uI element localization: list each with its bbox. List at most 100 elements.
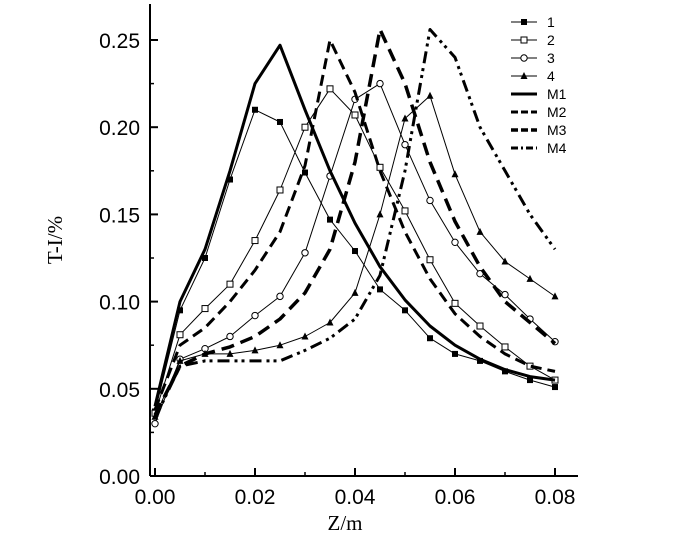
data-point-3: [401, 140, 409, 149]
data-point-4: [526, 274, 534, 282]
data-point-4: [326, 318, 334, 326]
data-point-4: [501, 257, 509, 265]
legend-label: M3: [547, 122, 567, 138]
legend-label: 4: [547, 68, 555, 84]
data-point-1: [452, 350, 458, 357]
data-point-1: [502, 368, 508, 375]
data-point-2: [276, 186, 284, 194]
legend-item-3: 3: [511, 50, 555, 66]
data-point-4: [401, 114, 409, 122]
data-point-4: [426, 91, 434, 99]
legend-item-4: 4: [511, 68, 555, 84]
data-point-1: [202, 255, 208, 261]
data-point-4: [476, 227, 484, 235]
data-point-2: [426, 256, 434, 264]
y-tick-label: 0.00: [99, 466, 140, 489]
data-point-1: [552, 384, 558, 391]
data-point-3: [376, 79, 384, 88]
legend-marker: [521, 19, 527, 25]
legend-label: M1: [547, 86, 567, 102]
data-point-1: [527, 377, 533, 384]
data-point-3: [226, 332, 234, 341]
x-tick-label: 0.04: [335, 486, 376, 509]
data-point-3: [501, 290, 509, 299]
data-point-4: [551, 292, 559, 300]
series-line-4: [154, 95, 556, 417]
legend-label: M2: [547, 104, 567, 120]
legend-marker: [520, 72, 528, 79]
data-point-3: [451, 238, 459, 247]
x-tick-label: 0.08: [535, 486, 576, 509]
legend-item-1: 1: [511, 14, 555, 30]
y-tick-label: 0.20: [99, 117, 140, 140]
legend-item-M2: M2: [511, 104, 567, 120]
data-point-2: [476, 322, 484, 330]
data-point-3: [151, 419, 159, 428]
legend-item-M3: M3: [511, 122, 567, 138]
data-point-3: [426, 196, 434, 205]
series-line-M4: [153, 28, 557, 420]
legend: 1 2 3 4 M1 M2 M3 M4: [511, 14, 567, 156]
legend-label: 2: [547, 32, 555, 48]
legend-label: 3: [547, 50, 555, 66]
plot-area: [151, 27, 559, 428]
data-point-1: [177, 307, 183, 314]
data-point-1: [402, 307, 408, 314]
y-axis-title: T-I/%: [43, 216, 67, 264]
data-point-1: [352, 248, 358, 255]
series-M1: [153, 43, 556, 407]
data-point-4: [351, 288, 359, 296]
data-point-3: [301, 249, 309, 257]
data-point-3: [276, 292, 284, 301]
series-M4: [153, 28, 557, 420]
y-tick-label: 0.10: [99, 292, 140, 315]
data-point-1: [277, 118, 283, 125]
legend-item-2: 2: [511, 32, 555, 48]
axes: 0.00 0.05 0.10 0.15 0.20 0.25 0.00 0.02 0.04 0.06…: [43, 4, 578, 535]
data-point-2: [226, 280, 234, 288]
data-point-4: [251, 346, 259, 354]
data-point-3: [251, 311, 259, 320]
data-point-2: [351, 111, 359, 119]
legend-marker: [520, 36, 528, 44]
series-line-M3: [153, 27, 557, 416]
legend-item-M1: M1: [511, 86, 567, 102]
data-point-4: [176, 356, 184, 364]
legend-label: 1: [547, 14, 555, 30]
legend-label: M4: [547, 140, 567, 156]
data-point-1: [252, 106, 258, 113]
series-line-M2: [153, 38, 556, 411]
data-point-1: [227, 176, 233, 183]
series-line-M1: [153, 43, 556, 407]
data-point-1: [477, 357, 483, 364]
data-point-2: [326, 85, 334, 93]
data-point-4: [451, 170, 459, 178]
data-point-1: [302, 169, 308, 176]
data-point-2: [376, 163, 384, 171]
legend-marker: [520, 54, 528, 62]
x-axis-title: Z/m: [328, 511, 363, 535]
y-tick-label: 0.25: [99, 30, 140, 53]
x-tick-label: 0.06: [435, 486, 476, 509]
series-2: [151, 85, 559, 417]
y-tick-label: 0.05: [99, 379, 140, 402]
data-point-2: [501, 343, 509, 351]
data-point-4: [226, 349, 234, 357]
data-point-2: [401, 207, 409, 215]
legend-item-M4: M4: [511, 140, 567, 156]
data-point-2: [451, 299, 459, 307]
y-tick-label: 0.15: [99, 204, 140, 227]
data-point-1: [377, 286, 383, 293]
data-point-1: [427, 335, 433, 342]
series-M3: [153, 27, 557, 416]
series-4: [151, 91, 559, 420]
x-tick-label: 0.02: [235, 486, 276, 509]
data-point-2: [251, 237, 259, 245]
data-point-2: [201, 305, 209, 313]
x-tick-label: 0.00: [135, 486, 176, 509]
data-point-4: [301, 332, 309, 340]
data-point-4: [376, 210, 384, 218]
series-M2: [153, 38, 556, 411]
data-point-4: [276, 341, 284, 349]
